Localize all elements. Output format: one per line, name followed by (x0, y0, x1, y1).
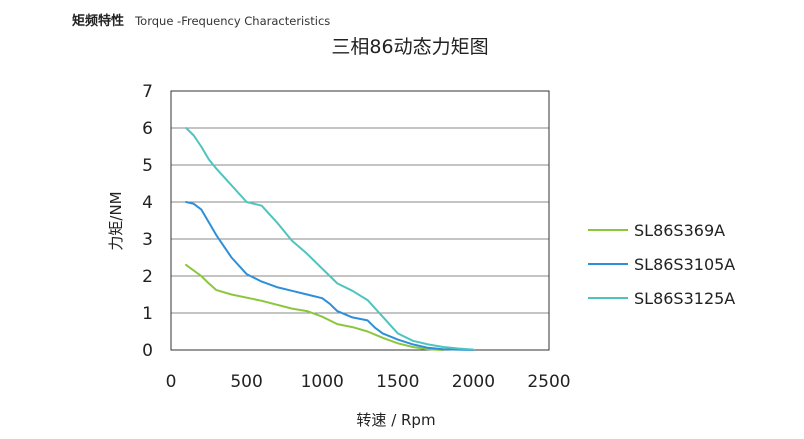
section-title-cn: 矩频特性 (72, 14, 125, 29)
series-lines (185, 127, 475, 351)
x-tick-label: 0 (166, 372, 177, 392)
x-tick-label: 1000 (301, 372, 344, 392)
x-tick-label: 2000 (452, 372, 495, 392)
section-title-en: Torque -Frequency Characteristics (135, 14, 331, 28)
y-tick-label: 7 (142, 82, 153, 102)
x-tick-label: 2500 (527, 372, 570, 392)
y-tick-label: 2 (142, 267, 153, 287)
grid-lines (171, 127, 549, 314)
legend-label: SL86S3105A (634, 255, 735, 274)
y-tick-label: 0 (142, 341, 153, 361)
y-tick-label: 3 (142, 230, 153, 250)
x-tick-label: 500 (230, 372, 262, 392)
x-axis-label: 转速 / Rpm (356, 411, 435, 429)
series-line-2 (185, 201, 475, 351)
y-axis-ticks: 0 1 2 3 4 5 6 7 (142, 82, 153, 361)
plot-frame (170, 90, 550, 351)
y-axis-label: 力矩/NM (107, 191, 125, 250)
section-header: 矩频特性 Torque -Frequency Characteristics (72, 10, 330, 29)
series-line-1 (185, 263, 445, 351)
y-tick-label: 5 (142, 156, 153, 176)
legend: SL86S369A SL86S3105A SL86S3125A (588, 221, 735, 308)
x-tick-label: 1500 (376, 372, 419, 392)
y-tick-label: 4 (142, 193, 153, 213)
y-tick-label: 6 (142, 119, 153, 139)
x-axis-ticks: 0 500 1000 1500 2000 2500 (166, 372, 571, 392)
legend-label: SL86S369A (634, 221, 725, 240)
series-line-3 (185, 127, 475, 351)
legend-label: SL86S3125A (634, 289, 735, 308)
y-tick-label: 1 (142, 304, 153, 324)
chart-title: 三相86动态力矩图 (331, 36, 488, 58)
